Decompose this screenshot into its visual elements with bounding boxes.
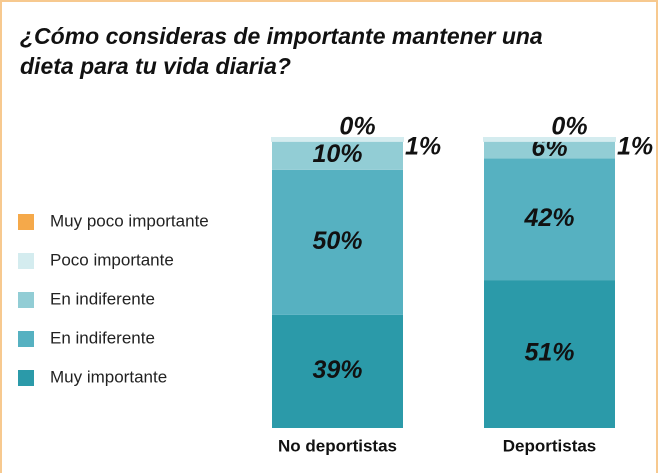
legend-label: En indiferente — [50, 328, 155, 347]
legend-label: En indiferente — [50, 289, 155, 308]
legend-swatch — [18, 370, 34, 386]
legend-swatch — [18, 292, 34, 308]
chart-title: dieta para tu vida diaria? — [20, 53, 291, 79]
data-label: 10% — [312, 140, 362, 168]
bar-segment — [272, 140, 403, 170]
data-label: 0% — [339, 113, 375, 141]
bar-segment — [484, 158, 615, 281]
data-label: 1% — [617, 133, 653, 161]
bar-segment — [484, 280, 615, 428]
legend-swatch — [18, 331, 34, 347]
legend-label: Muy poco importante — [50, 211, 209, 230]
legend-label: Poco importante — [50, 250, 174, 269]
legend-swatch — [18, 214, 34, 230]
bar-segment — [271, 137, 404, 142]
bar-segment — [272, 169, 403, 315]
x-tick-label: Deportistas — [503, 436, 597, 455]
data-label: 42% — [523, 204, 574, 232]
legend-label: Muy importante — [50, 367, 167, 386]
legend-swatch — [18, 253, 34, 269]
data-label: 1% — [405, 133, 441, 161]
chart-title: ¿Cómo consideras de importante mantener … — [20, 23, 543, 49]
bar-segment — [484, 140, 615, 159]
data-label: 0% — [551, 113, 587, 141]
data-label: 51% — [524, 339, 574, 367]
bar-segment — [272, 314, 403, 428]
x-tick-label: No deportistas — [278, 436, 397, 455]
data-label: 50% — [312, 227, 362, 255]
bar-segment — [483, 137, 616, 142]
data-label: 39% — [312, 356, 362, 384]
